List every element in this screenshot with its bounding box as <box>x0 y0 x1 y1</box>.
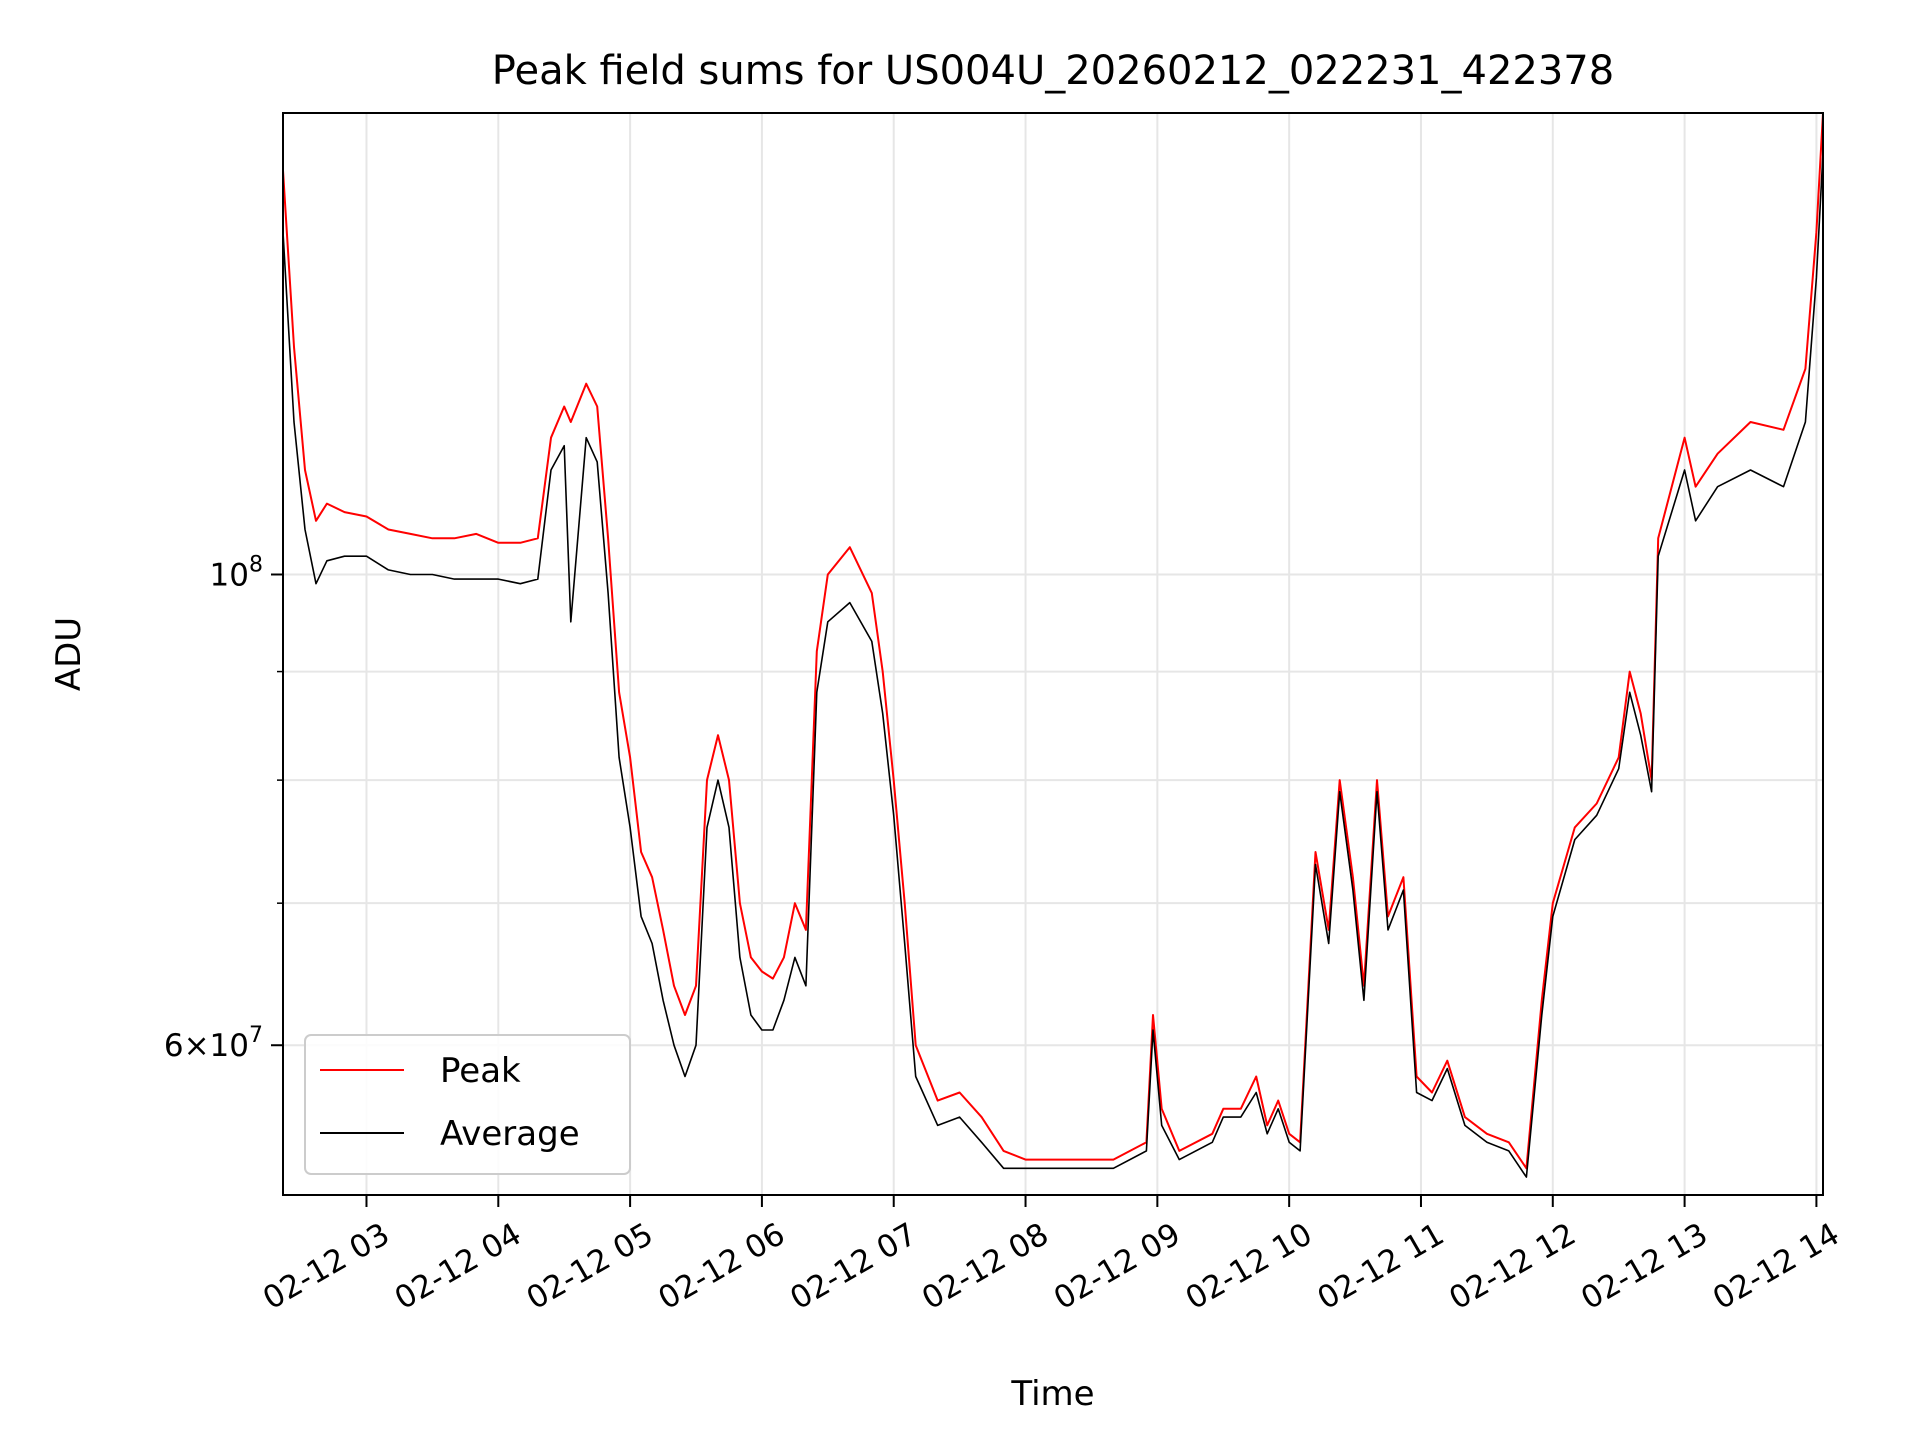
y-tick-label-1: 108 <box>210 552 263 593</box>
plot-frame <box>282 112 1824 1196</box>
x-axis-label: Time <box>1010 1374 1094 1414</box>
series-layer <box>282 112 1824 1178</box>
y-tick-label-0: 6×107 <box>164 1023 263 1064</box>
legend-label-peak: Peak <box>440 1051 521 1091</box>
chart-title: Peak field sums for US004U_20260212_0222… <box>492 48 1614 94</box>
legend-label-average: Average <box>440 1114 580 1154</box>
grid-lines <box>283 113 1823 1195</box>
y-axis-ticks: 6×107 108 <box>164 552 283 1064</box>
series-line-average <box>282 152 1824 1178</box>
series-line-peak <box>282 112 1824 1170</box>
legend: Peak Average <box>304 1034 631 1175</box>
plot-area <box>283 113 1823 1195</box>
y-axis-label: ADU <box>49 617 89 691</box>
